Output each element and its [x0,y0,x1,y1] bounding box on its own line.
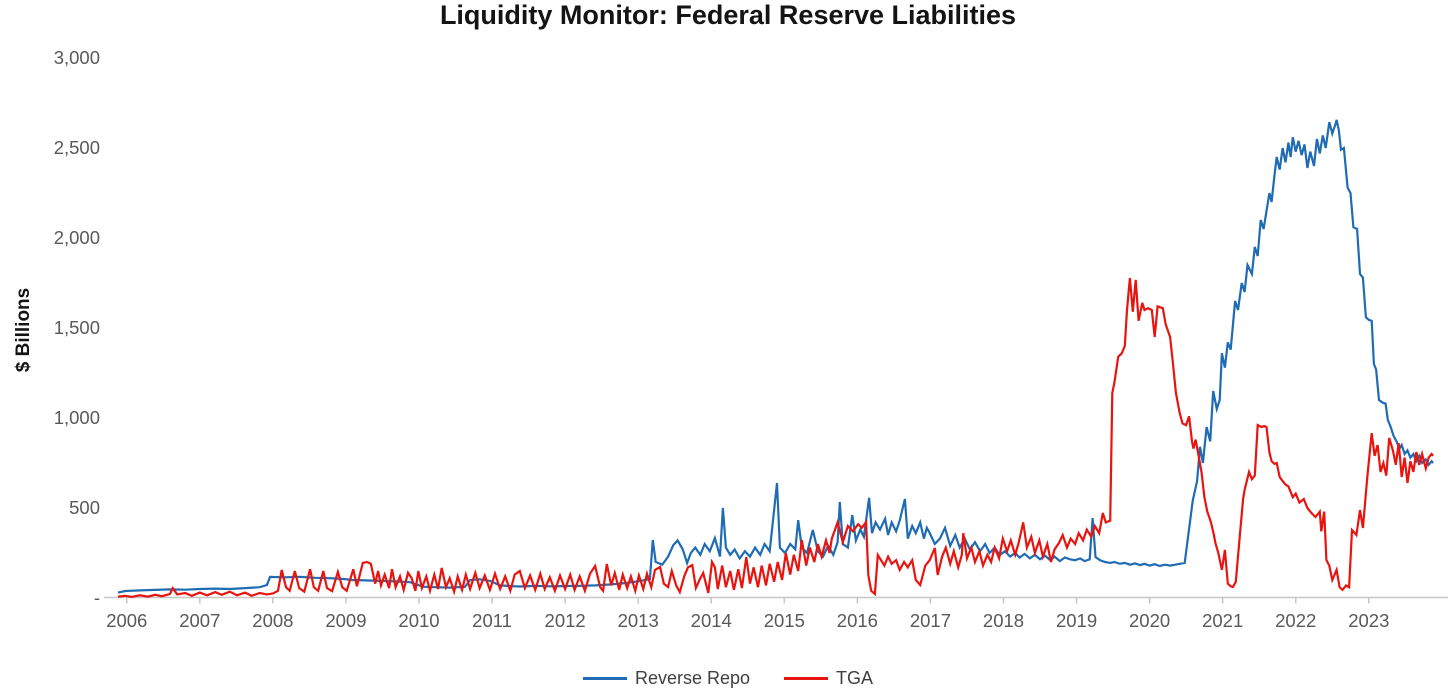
x-year-label: 2016 [837,610,878,631]
y-tick-label: 2,500 [54,137,100,158]
x-year-label: 2022 [1275,610,1316,631]
x-year-label: 2006 [106,610,147,631]
chart-legend: Reverse Repo TGA [0,668,1456,689]
y-tick-label: 2,000 [54,227,100,248]
x-year-label: 2021 [1202,610,1243,631]
legend-label-reverse-repo: Reverse Repo [634,668,751,688]
legend-item-reverse-repo: Reverse Repo [582,668,751,689]
tga-line-swatch [784,677,829,680]
x-year-label: 2017 [910,610,951,631]
x-year-label: 2020 [1129,610,1170,631]
x-year-label: 2015 [764,610,805,631]
x-year-label: 2008 [252,610,293,631]
reverse-repo-line-swatch [582,677,627,680]
x-year-label: 2012 [545,610,586,631]
x-year-label: 2019 [1056,610,1097,631]
y-tick-label: 1,500 [54,317,100,338]
x-year-label: 2011 [472,610,512,631]
x-year-label: 2013 [618,610,659,631]
y-tick-label: 3,000 [54,47,100,68]
x-year-label: 2018 [983,610,1024,631]
chart-title: Liquidity Monitor: Federal Reserve Liabi… [439,0,1017,30]
x-year-label: 2010 [398,610,439,631]
x-year-label: 2009 [325,610,366,631]
x-year-label: 2014 [691,610,732,631]
x-year-label: 2023 [1348,610,1389,631]
series-line-tga [117,277,1434,599]
series-line-reverse-repo [117,119,1434,594]
legend-item-tga: TGA [784,668,873,689]
y-tick-label: - [94,587,100,608]
y-tick-label: 1,000 [54,407,100,428]
y-tick-label: 500 [69,497,100,518]
x-year-label: 2007 [179,610,220,631]
legend-label-tga: TGA [836,668,874,688]
